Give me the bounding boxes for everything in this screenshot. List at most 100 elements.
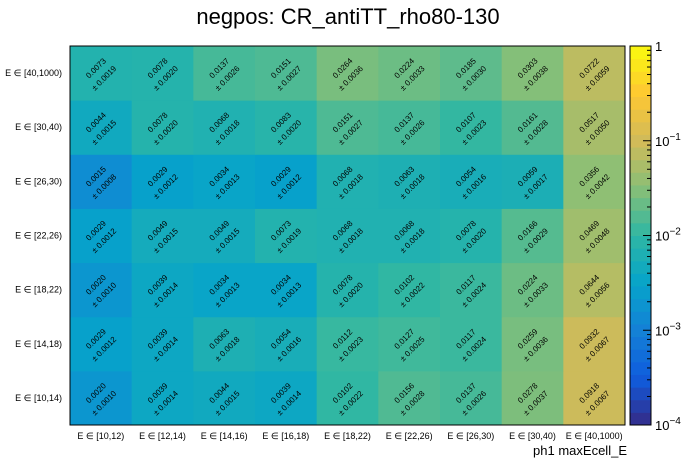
heatmap-cell <box>255 208 318 264</box>
heatmap-cell <box>131 46 194 101</box>
colorbar-exponent: −4 <box>669 416 681 427</box>
x-tick-label: E ∈ [26,30) <box>447 431 494 441</box>
y-tick-label: E ∈ [18,22) <box>15 285 62 295</box>
heatmap-cell <box>193 316 256 372</box>
heatmap-cell <box>440 100 503 155</box>
heatmap-cell <box>378 262 441 318</box>
heatmap-cell <box>316 100 379 155</box>
heatmap-cell <box>501 46 564 101</box>
colorbar-segment <box>630 273 651 287</box>
heatmap-cell <box>70 316 133 372</box>
heatmap-cell <box>378 154 441 209</box>
heatmap-cell <box>501 370 564 426</box>
heatmap-cell <box>378 316 441 372</box>
heatmap-cell <box>255 370 318 426</box>
heatmap-cell <box>131 316 194 372</box>
colorbar-exponent: −2 <box>669 227 681 238</box>
x-axis-title: ph1 maxEcell_E <box>533 443 627 458</box>
plot-frame <box>69 45 626 426</box>
y-tick-label: E ∈ [40,1000) <box>5 68 62 78</box>
heatmap-cell <box>501 154 564 209</box>
colorbar-segment <box>630 349 651 363</box>
heatmap-cell <box>440 46 503 101</box>
colorbar-segment <box>630 134 651 148</box>
colorbar-tick-label: 10−4 <box>655 416 681 433</box>
heatmap-cell <box>501 262 564 318</box>
heatmap-cell <box>255 46 318 101</box>
colorbar-segment <box>630 159 651 173</box>
colorbar-segment <box>630 96 651 110</box>
heatmap-cell <box>563 262 626 318</box>
heatmap-cell <box>563 370 626 426</box>
heatmap-cell <box>70 262 133 318</box>
heatmap-cell <box>316 46 379 101</box>
colorbar-segment <box>630 46 651 60</box>
heatmap-cell <box>316 154 379 209</box>
y-tick-label: E ∈ [26,30) <box>15 176 62 186</box>
heatmap-cell <box>193 46 256 101</box>
colorbar-segment <box>630 121 651 135</box>
colorbar-tick-label: 10−2 <box>655 227 681 244</box>
heatmap-cell <box>70 208 133 264</box>
heatmap-cell <box>563 208 626 264</box>
x-tick-label: E ∈ [10,12) <box>77 431 124 441</box>
colorbar-segment <box>630 387 651 401</box>
colorbar-segment <box>630 235 651 249</box>
colorbar-segment <box>630 412 651 426</box>
heatmap-cell <box>501 208 564 264</box>
heatmap-cell <box>193 262 256 318</box>
heatmap-cell <box>193 154 256 209</box>
chart-title: negpos: CR_antiTT_rho80-130 <box>196 4 500 29</box>
heatmap-cell <box>316 370 379 426</box>
heatmap-cell <box>563 316 626 372</box>
heatmap-cell <box>563 46 626 101</box>
heatmap-cell <box>255 316 318 372</box>
y-tick-label: E ∈ [10,14) <box>15 393 62 403</box>
heatmap-cell <box>440 154 503 209</box>
heatmap-cell <box>255 154 318 209</box>
colorbar-segment <box>630 222 651 236</box>
heatmap-cell <box>70 370 133 426</box>
x-tick-label: E ∈ [12,14) <box>139 431 186 441</box>
heatmap-cell <box>378 46 441 101</box>
heatmap-cell <box>563 100 626 155</box>
y-tick-label: E ∈ [14,18) <box>15 339 62 349</box>
heatmap-cell <box>70 46 133 101</box>
heatmap-cell <box>131 100 194 155</box>
heatmap-cell <box>316 262 379 318</box>
heatmap-cell <box>131 208 194 264</box>
heatmap-cell <box>131 262 194 318</box>
heatmap-cell <box>131 370 194 426</box>
x-tick-label: E ∈ [30,40) <box>509 431 556 441</box>
colorbar-tick-label: 10−1 <box>655 132 681 149</box>
colorbar-tick-label: 10−3 <box>655 321 681 338</box>
colorbar-segment <box>630 323 651 338</box>
heatmap-cell <box>440 316 503 372</box>
heatmap-cell <box>563 154 626 209</box>
colorbar-segment <box>630 172 651 186</box>
heatmap-cell <box>70 100 133 155</box>
heatmap-cell <box>70 154 133 209</box>
heatmap-cell <box>193 100 256 155</box>
heatmap-cell <box>193 208 256 264</box>
y-tick-label: E ∈ [30,40) <box>15 122 62 132</box>
colorbar-segment <box>630 336 651 350</box>
y-tick-label: E ∈ [22,26) <box>15 231 62 241</box>
colorbar-segment <box>630 83 651 98</box>
colorbar-segment <box>630 361 651 375</box>
heatmap-cell <box>440 262 503 318</box>
colorbar-segment <box>630 248 651 262</box>
x-tick-label: E ∈ [40,1000) <box>566 431 623 441</box>
colorbar-segment <box>630 374 651 388</box>
colorbar-segment <box>630 184 651 199</box>
colorbar-segment <box>630 399 651 413</box>
heatmap-cell <box>440 208 503 264</box>
heatmap-cell <box>378 370 441 426</box>
colorbar-exponent: −3 <box>669 321 681 332</box>
heatmap-cell <box>378 100 441 155</box>
colorbar-exponent: −1 <box>669 132 681 143</box>
colorbar-segment <box>630 311 651 325</box>
x-tick-label: E ∈ [22,26) <box>386 431 433 441</box>
colorbar-segment <box>630 109 651 123</box>
